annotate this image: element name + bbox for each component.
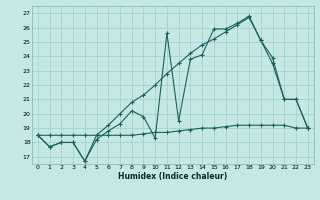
X-axis label: Humidex (Indice chaleur): Humidex (Indice chaleur) [118,172,228,181]
